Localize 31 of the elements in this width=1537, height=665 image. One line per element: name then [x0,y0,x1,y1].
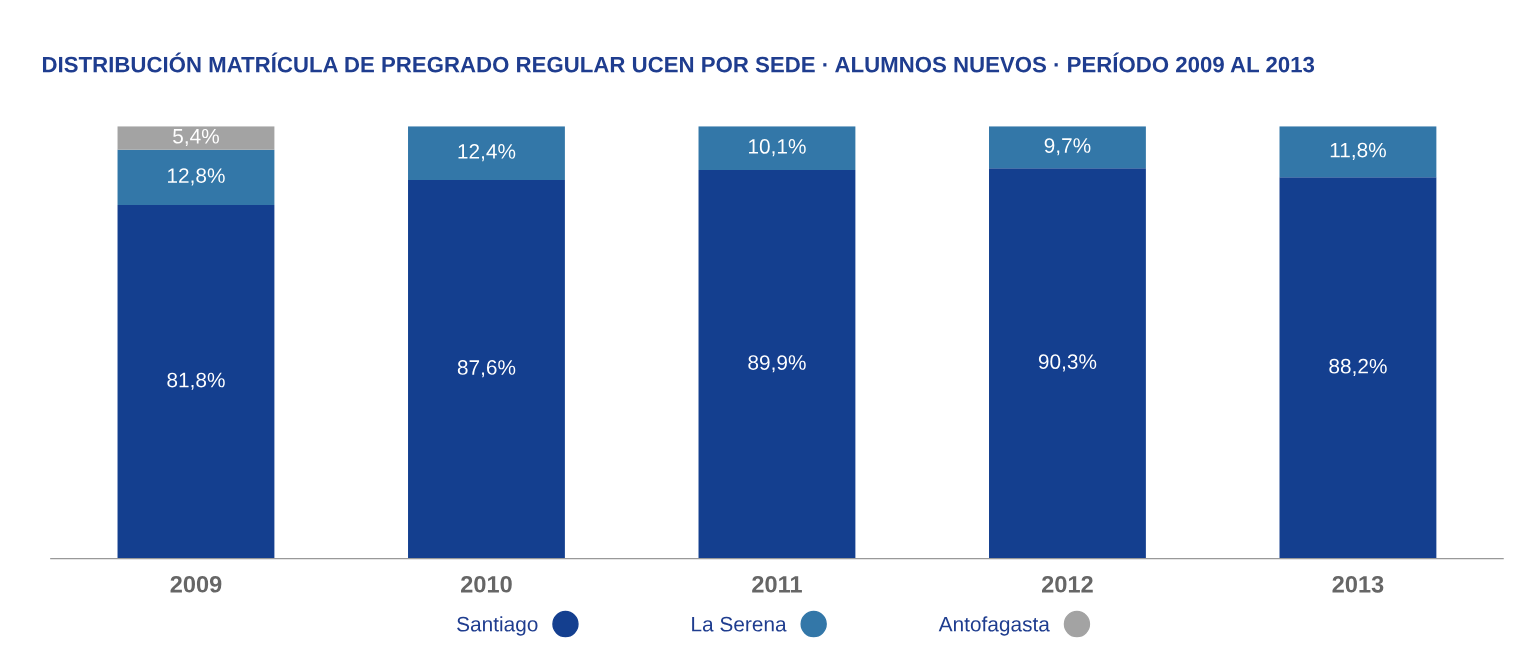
x-tick-label: 2010 [461,575,512,593]
data-label: 87,6% [457,360,516,378]
bar [117,149,275,206]
x-tick-label: 2009 [170,575,222,593]
bar [1279,126,1437,178]
bar [698,126,856,171]
legend-label: Antofagasta [938,616,1050,636]
data-label: 12,8% [168,168,225,186]
chart-title: DISTRIBUCIÓN MATRÍCULA DE PREGRADO REGULAR UCEN POR SEDE · ALUMNOS NUEVOS · PERÍODO 2009 AL 2013 [42,52,1315,73]
x-tick-label: 2012 [1042,575,1093,593]
x-tick-label: 2013 [1332,575,1384,593]
data-label: 89,9% [748,355,806,373]
bar [408,179,565,559]
bar [1279,177,1437,559]
legend-label: Santiago [457,616,538,636]
data-label: 9,7% [1044,138,1091,156]
legend-label: La Serena [692,616,787,632]
bar [408,126,565,180]
data-label: 5,4% [173,128,219,147]
x-tick-label: 2011 [752,575,802,593]
data-label: 12,4% [458,143,516,162]
data-label: 81,8% [167,372,225,390]
data-label: 11,8% [1330,142,1386,160]
data-label: 90,3% [1038,354,1097,372]
bar [117,126,275,150]
bar [989,126,1146,169]
data-label: 88,2% [1329,358,1387,377]
bar [989,168,1146,559]
bar [117,205,275,559]
data-label: 10,1% [749,139,806,157]
bar [698,170,856,559]
